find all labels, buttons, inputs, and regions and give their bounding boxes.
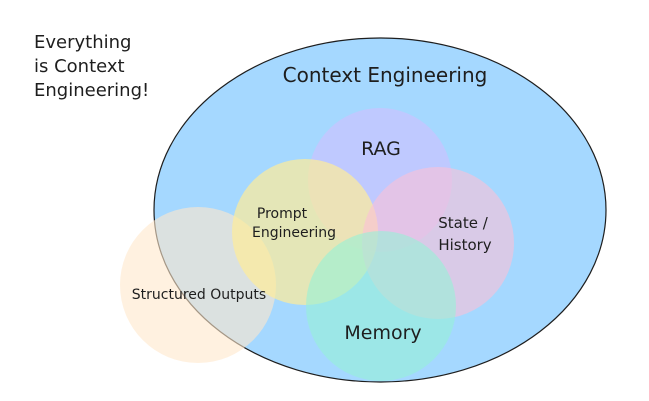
note-line-2: is Context bbox=[34, 56, 125, 77]
structured-outputs-label: Structured Outputs bbox=[132, 287, 266, 303]
memory-circle bbox=[306, 231, 456, 381]
memory-label: Memory bbox=[344, 322, 421, 344]
prompt-label-line-1: Prompt bbox=[257, 206, 308, 222]
state-label-line-2: History bbox=[438, 236, 491, 254]
note-line-1: Everything bbox=[34, 32, 131, 53]
context-engineering-label: Context Engineering bbox=[283, 63, 488, 87]
state-label-line-1: State / bbox=[438, 214, 488, 232]
note-line-3: Engineering! bbox=[34, 80, 149, 101]
prompt-label-line-2: Engineering bbox=[252, 225, 336, 241]
rag-label: RAG bbox=[361, 138, 401, 160]
